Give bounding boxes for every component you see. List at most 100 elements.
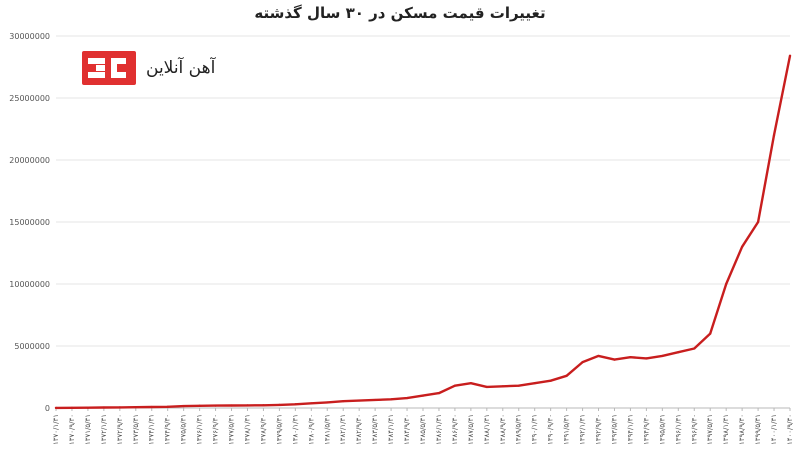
x-tick-label: ۱۳۹۰/۹/۳۰	[547, 414, 555, 445]
x-tick-label: ۱۳۸۶/۱/۳۱	[435, 414, 443, 445]
data-point	[198, 404, 201, 407]
x-tick-label: ۱۳۷۸/۹/۳۰	[259, 414, 267, 445]
data-point	[182, 405, 185, 408]
x-tick-label: ۱۳۸۸/۱/۳۱	[483, 414, 491, 445]
data-point	[118, 406, 121, 409]
x-tick-label: ۱۳۹۰/۱/۳۱	[531, 414, 539, 445]
x-tick-label: ۱۳۷۹/۵/۳۱	[275, 414, 283, 445]
data-point	[741, 245, 744, 248]
x-axis: ۱۳۷۰/۱/۳۱ ۱۳۷۰/۹/۳۰ ۱۳۷۱/۵/۳۱ ۱۳۷۲/۱/۳۱ ۱۳۷۲…	[52, 408, 794, 445]
data-point	[102, 406, 105, 409]
x-tick-label: ۱۳۹۱/۵/۳۱	[563, 414, 571, 445]
data-point	[437, 392, 441, 395]
x-tick-label: ۱۳۸۲/۱/۳۱	[339, 414, 347, 445]
price-series-line	[54, 54, 792, 410]
x-tick-label: ۱۳۸۷/۵/۳۱	[467, 414, 475, 445]
x-tick-label: ۱۳۸۳/۵/۳۱	[371, 414, 379, 445]
x-tick-label: ۱۴۰۰/۱/۳۱	[770, 414, 778, 445]
x-tick-label: ۱۳۹۶/۱/۳۱	[674, 414, 682, 445]
x-tick-label: ۱۳۹۸/۱/۳۱	[722, 414, 730, 445]
data-point	[645, 357, 648, 360]
x-tick-label: ۱۳۹۴/۱/۳۱	[626, 414, 634, 445]
x-tick-label: ۱۳۹۶/۹/۳۰	[690, 414, 698, 445]
x-tick-label: ۱۳۷۷/۵/۳۱	[228, 414, 236, 445]
x-tick-label: ۱۳۸۰/۹/۳۰	[307, 414, 315, 445]
x-tick-label: ۱۳۹۸/۹/۳۰	[738, 414, 746, 445]
x-tick-label: ۱۳۷۶/۹/۳۰	[212, 414, 220, 445]
x-tick-label: ۱۳۷۴/۹/۳۰	[164, 414, 172, 445]
x-tick-label: ۱۳۸۵/۵/۳۱	[419, 414, 427, 445]
data-point	[405, 396, 409, 400]
grid	[56, 35, 790, 409]
x-tick-label: ۱۳۸۶/۹/۳۰	[451, 414, 459, 445]
data-point	[70, 406, 74, 409]
x-tick-label: ۱۳۸۲/۹/۳۰	[355, 414, 363, 445]
y-tick-label: 15000000	[9, 218, 50, 227]
data-point	[501, 385, 504, 388]
data-point	[294, 403, 297, 406]
data-point	[725, 282, 728, 286]
data-point	[597, 354, 600, 358]
data-point	[374, 398, 377, 402]
data-point	[421, 394, 425, 397]
x-tick-label: ۱۳۷۱/۵/۳۱	[84, 414, 92, 445]
x-tick-label: ۱۳۷۲/۹/۳۰	[116, 414, 124, 445]
x-tick-label: ۱۳۹۳/۵/۳۱	[610, 414, 618, 445]
x-tick-label: ۱۳۷۴/۱/۳۱	[148, 414, 156, 445]
x-tick-label: ۱۳۹۴/۹/۳۰	[642, 414, 650, 445]
x-tick-label: ۱۳۷۶/۱/۳۱	[196, 414, 204, 445]
data-point	[709, 332, 712, 335]
data-point	[629, 356, 632, 359]
data-point	[565, 374, 568, 377]
x-tick-label: ۱۳۷۲/۱/۳۱	[100, 414, 108, 445]
x-tick-label: ۱۳۹۹/۵/۳۱	[754, 414, 762, 445]
x-tick-label: ۱۳۷۰/۹/۳۰	[68, 414, 76, 445]
data-point	[166, 405, 169, 408]
data-point	[453, 384, 457, 387]
y-tick-label: 25000000	[9, 94, 50, 103]
data-point	[756, 220, 760, 224]
x-tick-label: ۱۳۷۳/۵/۳۱	[132, 414, 140, 445]
data-point	[485, 385, 488, 389]
x-tick-label: ۱۳۹۲/۹/۳۰	[595, 414, 603, 445]
data-point	[613, 358, 616, 361]
brand-name: آهن آنلاین	[146, 58, 216, 78]
y-tick-label: 30000000	[9, 32, 50, 41]
x-tick-label: ۱۳۸۹/۵/۳۱	[515, 414, 523, 445]
data-point	[581, 361, 584, 364]
x-tick-label: ۱۴۰۰/۹/۳۰	[786, 414, 794, 445]
data-point	[278, 403, 281, 406]
data-point	[677, 351, 680, 354]
y-tick-label: 5000000	[14, 342, 50, 351]
x-tick-label: ۱۳۹۵/۵/۳۱	[658, 414, 666, 445]
data-point	[788, 54, 792, 57]
data-point	[326, 401, 329, 404]
data-point	[54, 406, 58, 409]
data-point	[772, 134, 776, 137]
data-point	[246, 404, 249, 407]
x-tick-label: ۱۳۷۸/۱/۳۱	[243, 414, 251, 445]
chart-title: تغییرات قیمت مسکن در ۳۰ سال گذشته	[254, 4, 546, 22]
x-tick-label: ۱۳۸۴/۱/۳۱	[387, 414, 395, 445]
x-tick-label: ۱۳۷۵/۵/۳۱	[180, 414, 188, 445]
x-tick-label: ۱۳۸۱/۵/۳۱	[323, 414, 331, 445]
data-point	[389, 398, 393, 401]
data-point	[549, 379, 552, 382]
data-point	[262, 404, 265, 407]
y-tick-label: 10000000	[9, 280, 50, 289]
data-point	[358, 399, 361, 402]
data-point	[693, 347, 696, 350]
data-point	[150, 405, 153, 409]
x-tick-label: ۱۳۸۸/۹/۳۰	[499, 414, 507, 445]
data-point	[469, 382, 472, 385]
data-point	[661, 354, 664, 358]
y-tick-label: 20000000	[9, 156, 50, 165]
y-axis: 0 5000000 10000000 15000000 20000000 25000000…	[9, 32, 50, 413]
data-point	[134, 406, 137, 409]
data-point	[342, 400, 345, 403]
data-point	[533, 382, 536, 385]
data-point	[86, 406, 90, 409]
x-tick-label: ۱۳۹۲/۱/۳۱	[579, 414, 587, 445]
x-tick-label: ۱۳۸۴/۹/۳۰	[403, 414, 411, 445]
